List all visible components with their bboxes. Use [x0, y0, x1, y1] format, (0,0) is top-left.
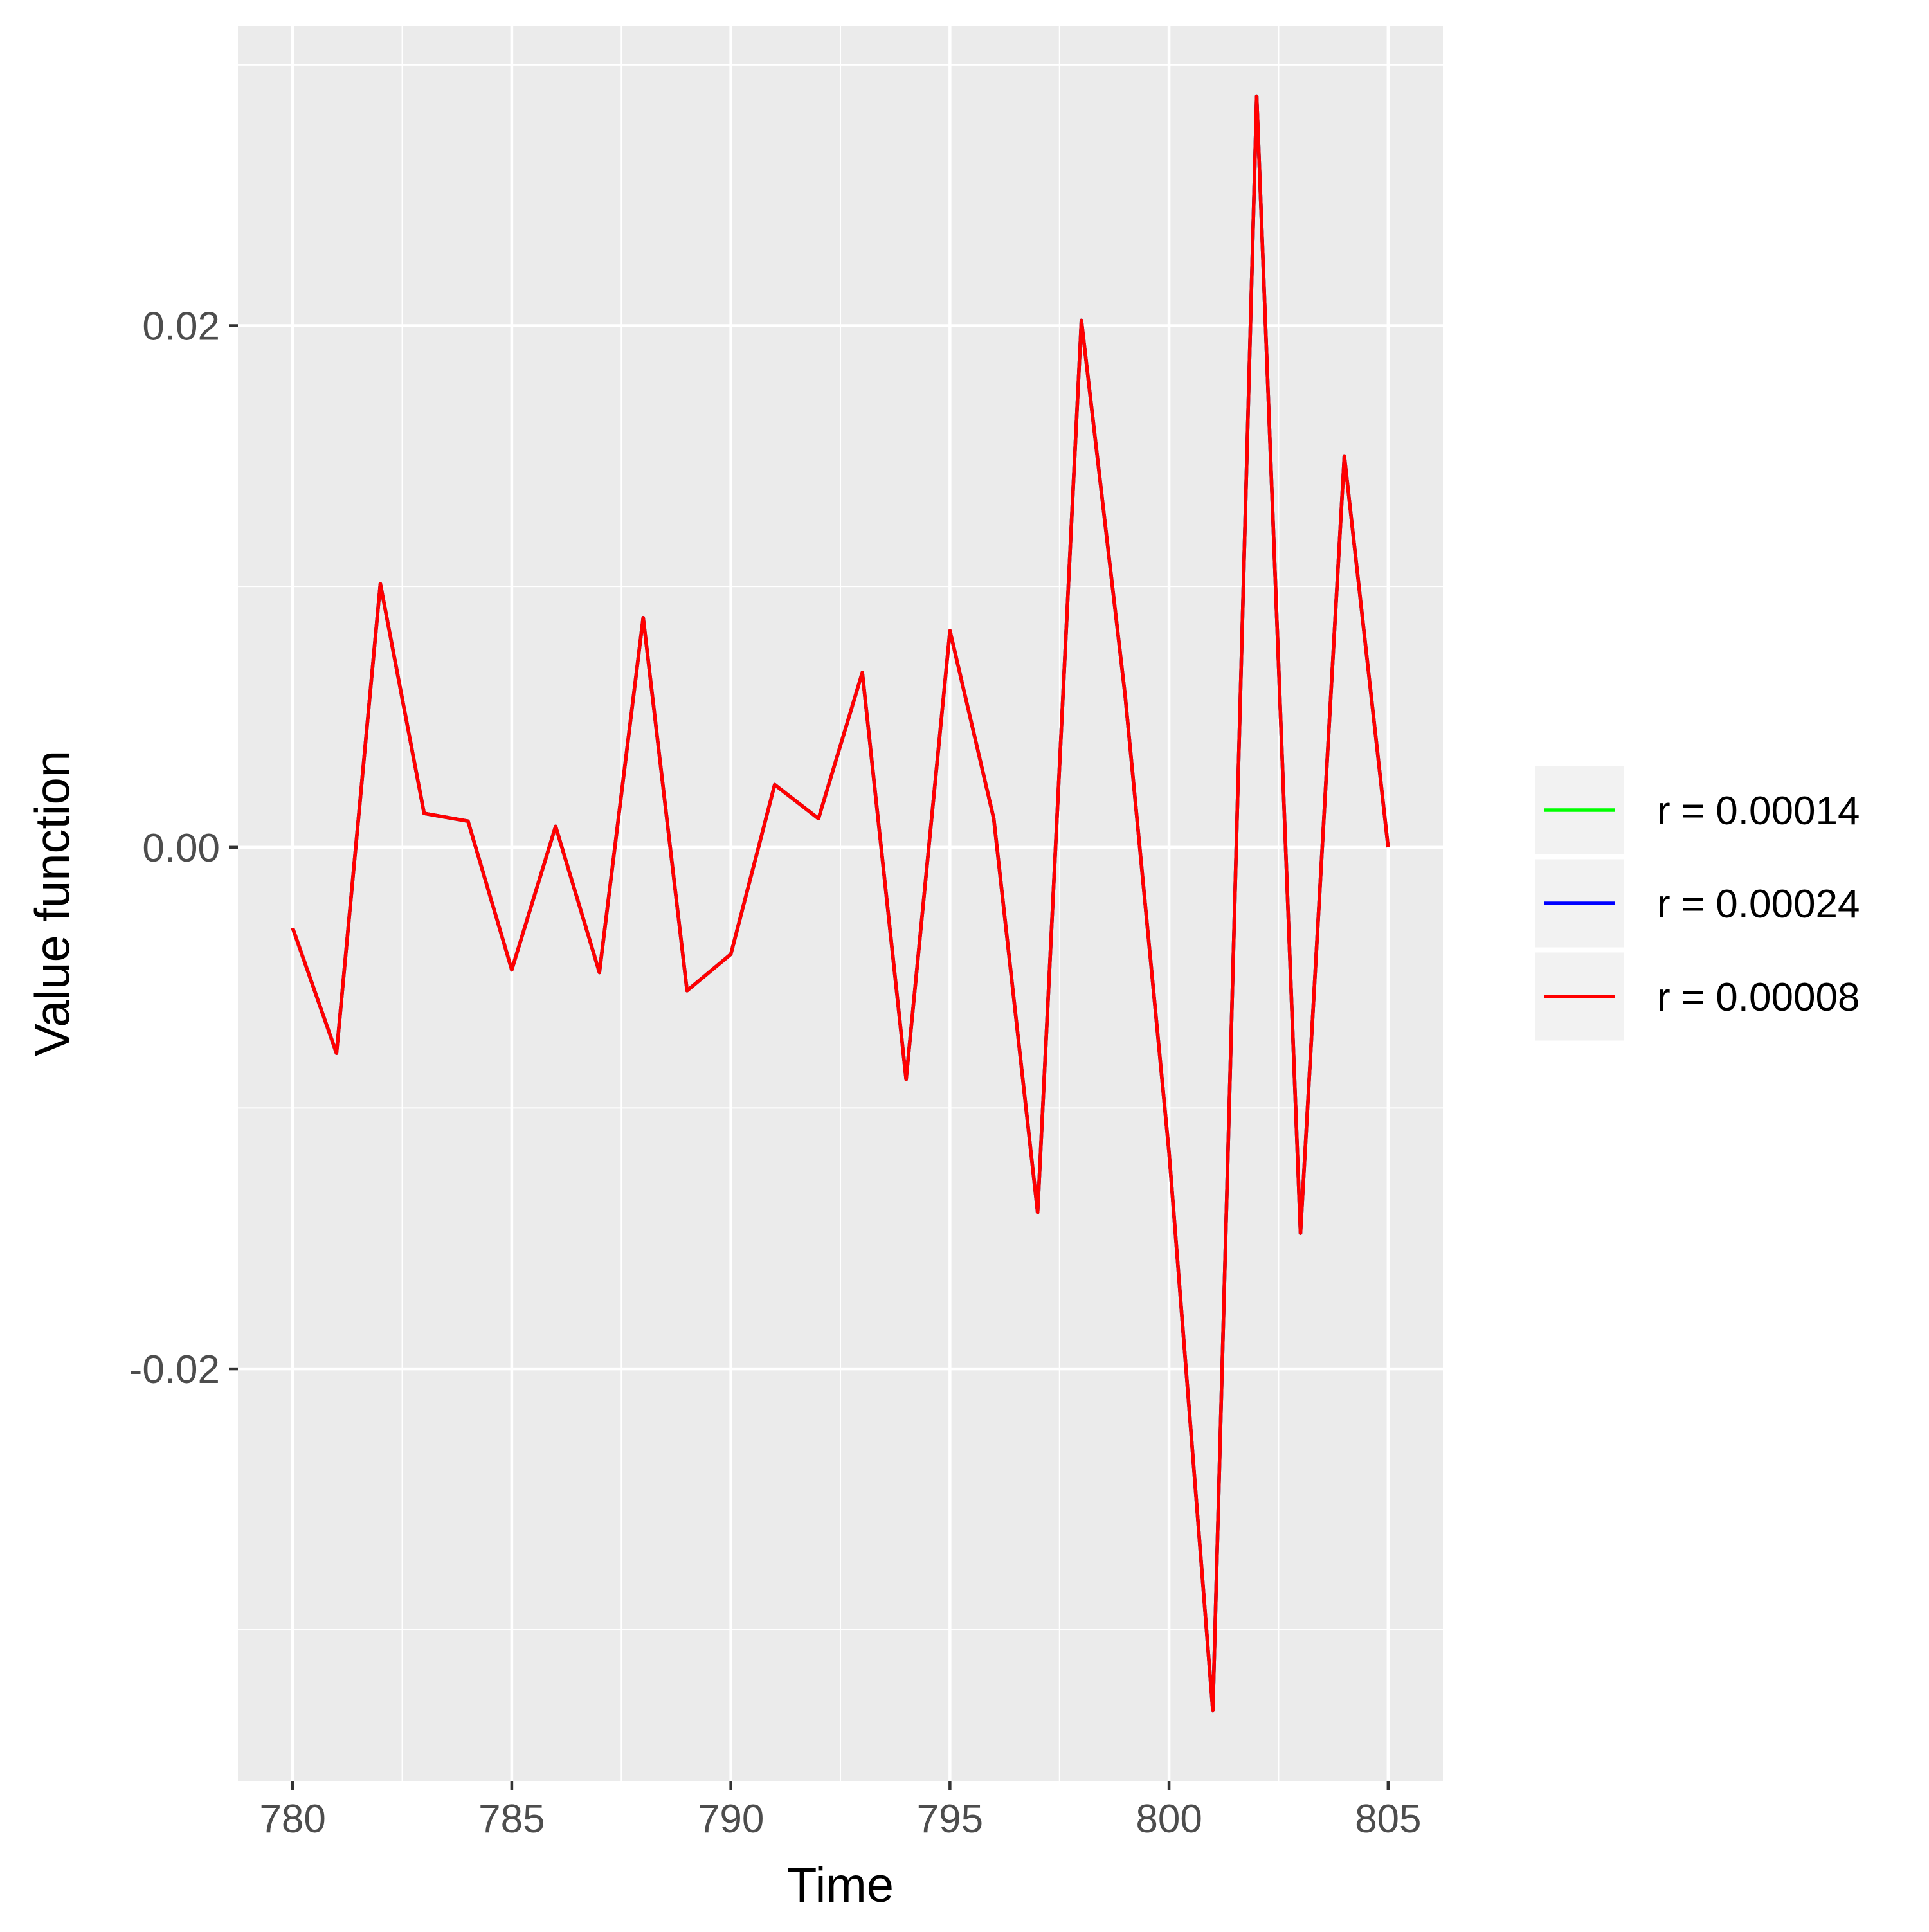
y-tick-label: -0.02	[129, 1348, 220, 1392]
series-layer	[291, 94, 1390, 1713]
x-tick-label: 790	[698, 1797, 764, 1841]
x-axis: 780 785 790 795 800 805	[259, 1781, 1422, 1841]
x-tick-label: 795	[917, 1797, 983, 1841]
y-tick-label: 0.00	[142, 826, 220, 871]
x-axis-title: Time	[787, 1858, 894, 1913]
y-tick-label: 0.02	[142, 304, 220, 348]
x-tick-label: 780	[259, 1797, 325, 1841]
x-tick-label: 800	[1136, 1797, 1202, 1841]
legend-label: r = 0.00008	[1657, 975, 1860, 1020]
y-axis: -0.02 0.00 0.02	[129, 304, 238, 1392]
x-tick-label: 785	[478, 1797, 545, 1841]
y-axis-title: Value function	[26, 750, 80, 1056]
legend-label: r = 0.00024	[1657, 882, 1860, 926]
legend-label: r = 0.00014	[1657, 789, 1860, 833]
grid-major	[238, 26, 1443, 1781]
series-line-3	[291, 94, 1390, 1713]
legend: r = 0.00014 r = 0.00024 r = 0.00008	[1535, 766, 1860, 1041]
x-tick-label: 805	[1355, 1797, 1421, 1841]
